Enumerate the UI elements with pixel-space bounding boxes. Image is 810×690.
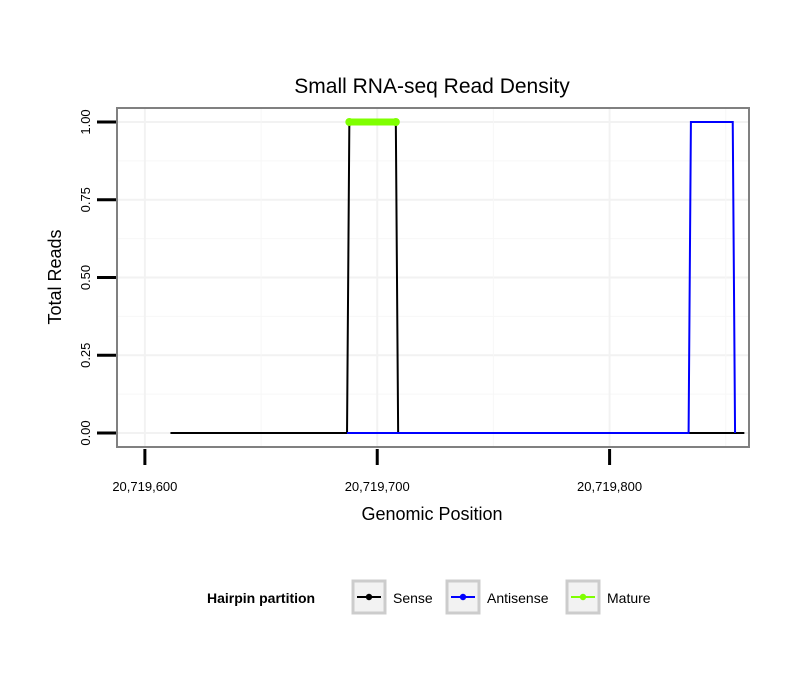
legend-key-point (459, 593, 467, 601)
y-tick-label: 0.00 (78, 420, 93, 445)
y-tick-label: 1.00 (78, 109, 93, 134)
plot-border (116, 107, 750, 448)
y-axis: 0.00 0.25 0.50 0.75 1.00 (78, 109, 116, 446)
legend: Hairpin partition Sense Antisense Mature (207, 579, 651, 615)
series-line-antisense (347, 121, 737, 434)
legend-key-point (365, 593, 373, 601)
legend-label: Antisense (487, 590, 549, 606)
point-mature (345, 117, 354, 126)
legend-entry-antisense: Antisense (445, 579, 549, 615)
y-axis-title: Total Reads (45, 229, 65, 324)
legend-label: Sense (393, 590, 433, 606)
chart-title: Small RNA-seq Read Density (294, 75, 570, 98)
x-tick-label: 20,719,800 (577, 479, 642, 494)
series-layer (170, 117, 745, 434)
y-tick-label: 0.50 (78, 265, 93, 290)
x-axis: 20,719,600 20,719,700 20,719,800 (112, 449, 642, 494)
legend-key-point (579, 593, 587, 601)
x-axis-title: Genomic Position (361, 504, 502, 524)
x-tick-label: 20,719,700 (345, 479, 410, 494)
legend-entry-sense: Sense (351, 579, 433, 615)
legend-title: Hairpin partition (207, 590, 315, 606)
x-tick-label: 20,719,600 (112, 479, 177, 494)
point-mature (391, 117, 400, 126)
grid (117, 108, 749, 447)
legend-entry-mature: Mature (565, 579, 651, 615)
legend-label: Mature (607, 590, 651, 606)
y-tick-label: 0.25 (78, 343, 93, 368)
y-tick-label: 0.75 (78, 187, 93, 212)
